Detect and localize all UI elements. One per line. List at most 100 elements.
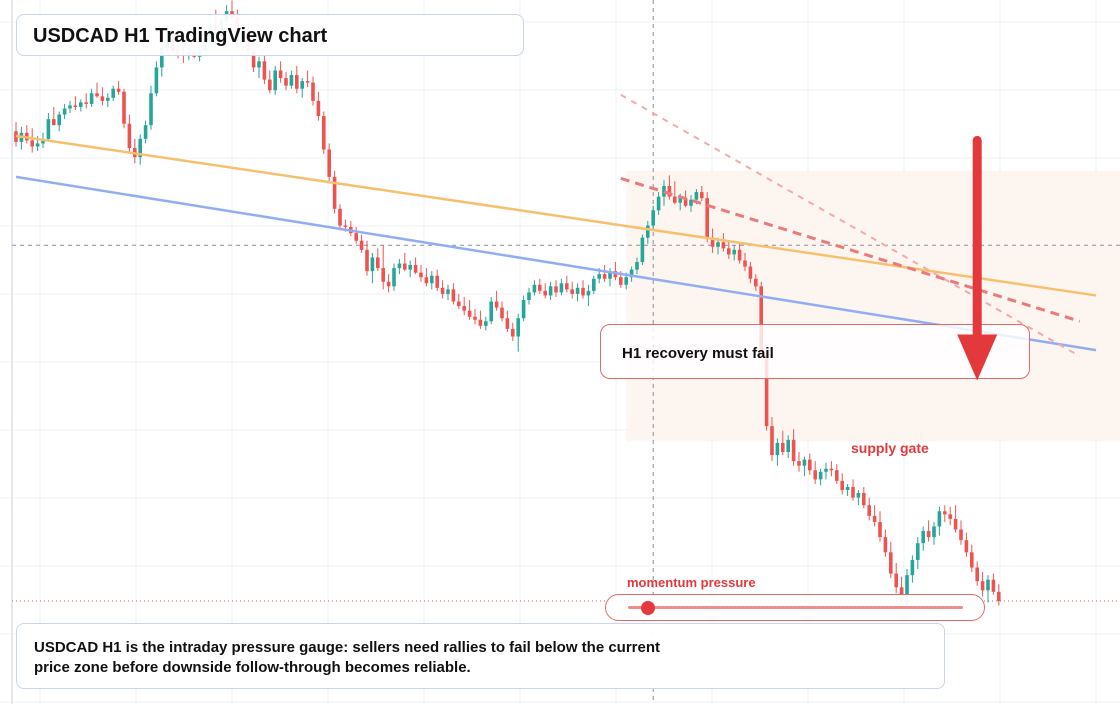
candle	[813, 461, 817, 484]
candle	[52, 106, 56, 126]
candle-body	[300, 81, 304, 89]
candle	[419, 265, 423, 282]
candle	[354, 227, 358, 244]
candle-body	[759, 286, 763, 355]
candle-body	[700, 192, 704, 199]
candle-body	[862, 493, 866, 506]
candle-body	[359, 240, 364, 250]
candle-body	[867, 505, 871, 516]
candle-body	[786, 439, 790, 452]
candle	[138, 134, 142, 165]
candle-body	[705, 198, 709, 238]
candle-body	[694, 192, 699, 200]
candle-body	[386, 281, 391, 287]
candle	[629, 266, 634, 282]
candle-body	[883, 537, 888, 553]
candle	[802, 456, 807, 477]
candle-body	[932, 526, 936, 538]
candle	[705, 192, 709, 243]
candle	[516, 313, 520, 352]
candle-body	[89, 93, 94, 104]
candle-body	[991, 579, 996, 592]
candle	[505, 310, 510, 332]
candle-body	[343, 225, 348, 228]
candle-body	[478, 319, 483, 326]
candle-body	[619, 277, 623, 285]
candle	[986, 575, 990, 603]
candle	[106, 93, 110, 107]
candle-body	[430, 275, 434, 284]
candle	[721, 233, 726, 252]
candle-body	[565, 283, 569, 290]
candle	[964, 532, 969, 557]
candle-body	[840, 480, 844, 490]
candle	[462, 296, 466, 316]
candle	[424, 268, 429, 287]
candle	[278, 61, 283, 83]
candle	[511, 322, 515, 342]
candle-body	[392, 268, 396, 287]
candle-body	[835, 470, 839, 481]
candle-body	[311, 82, 315, 101]
candle-body	[440, 287, 445, 294]
candle-body	[937, 511, 942, 527]
candle	[62, 103, 67, 120]
candle-body	[732, 249, 736, 255]
candle-body	[743, 260, 747, 267]
candle-body	[683, 198, 688, 206]
candle	[710, 228, 715, 253]
trend-line	[15, 175, 1097, 352]
candle	[359, 234, 364, 253]
candle	[840, 473, 844, 495]
candle-body	[41, 138, 45, 144]
candle-body	[316, 100, 321, 117]
candle-body	[52, 119, 56, 126]
candle-body	[84, 102, 88, 104]
momentum-knob[interactable]	[641, 601, 656, 615]
candle-body	[727, 248, 731, 255]
commentary-text: USDCAD H1 is the intraday pressure gauge…	[34, 639, 661, 676]
candle-body	[646, 225, 650, 238]
candle-body	[970, 552, 974, 568]
candle-body	[527, 292, 531, 300]
candle	[646, 220, 650, 244]
candle	[651, 205, 655, 231]
candle-body	[127, 123, 132, 148]
candle-body	[640, 237, 645, 262]
candle	[791, 429, 796, 466]
candle	[737, 243, 742, 264]
momentum-track	[628, 606, 963, 609]
candle-body	[775, 442, 780, 456]
candle-body	[678, 198, 682, 203]
supply-zone	[626, 170, 1120, 442]
candle-body	[737, 249, 742, 261]
candle-body	[581, 287, 585, 296]
candle-body	[748, 266, 753, 279]
candle-body	[872, 515, 877, 522]
candle	[640, 234, 645, 266]
candle-body	[100, 96, 105, 101]
candle-body	[116, 88, 121, 92]
candle-body	[381, 268, 385, 282]
candle	[478, 310, 483, 329]
candle-body	[953, 518, 958, 530]
candle	[257, 56, 261, 79]
recovery-callout: H1 recovery must fail	[600, 324, 1030, 379]
candle	[635, 257, 639, 275]
candle-body	[980, 581, 985, 591]
candle-body	[916, 543, 920, 560]
candle	[322, 111, 326, 155]
candle-body	[824, 468, 828, 472]
candle-body	[484, 321, 488, 326]
candle	[127, 114, 132, 153]
candle	[926, 520, 931, 542]
candle	[743, 252, 747, 272]
candle-body	[943, 511, 947, 515]
candle-body	[543, 290, 547, 296]
candle-body	[446, 289, 450, 294]
candle	[797, 452, 801, 472]
candle-body	[592, 278, 596, 291]
candle-body	[111, 88, 115, 98]
candle-body	[397, 263, 402, 269]
candle-body	[457, 301, 461, 307]
